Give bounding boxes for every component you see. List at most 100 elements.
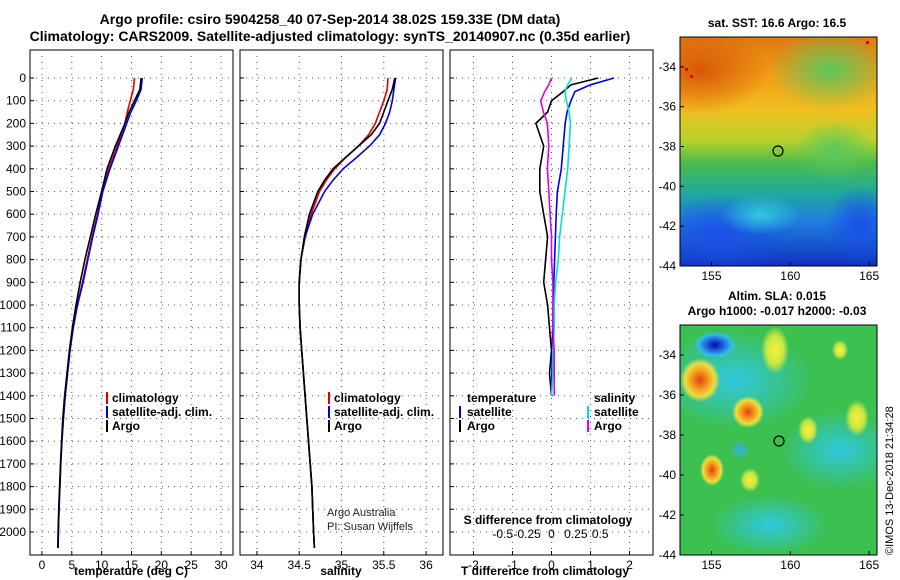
series-line-climatology [57, 77, 136, 548]
map-y-tick-label: -40 [659, 468, 677, 482]
depth-tick-label: 500 [6, 185, 26, 199]
salinity-axis-label: salinity [320, 564, 362, 578]
map-x-tick-label: 165 [859, 269, 879, 283]
depth-tick-label: 700 [6, 230, 26, 244]
x-tick-label: -2 [468, 558, 479, 572]
map-y-tick-label: -34 [659, 60, 677, 74]
depth-tick-label: 1400 [0, 389, 26, 403]
depth-tick-label: 1100 [0, 321, 26, 335]
profile-series [57, 77, 615, 548]
legend-climatology-label: climatology [112, 391, 179, 405]
figure-title-line1: Argo profile: csiro 5904258_40 07-Sep-20… [99, 11, 561, 27]
legend-s-argo-label: Argo [594, 419, 622, 433]
map-x-tick-label: 165 [859, 558, 879, 572]
depth-tick-label: 1000 [0, 298, 26, 312]
legend-satellite-label: satellite-adj. clim. [334, 405, 434, 419]
map-y-tick-label: -34 [659, 348, 677, 362]
depth-tick-label: 300 [6, 139, 26, 153]
map-x-tick-label: 155 [702, 269, 722, 283]
x-tick-label: 35 [335, 558, 349, 572]
map-y-tick-label: -42 [659, 508, 677, 522]
sla-map-title-line1: Altim. SLA: 0.015 [728, 289, 826, 303]
series-line-argo [298, 77, 396, 548]
legend-t-satellite-label: satellite [467, 405, 512, 419]
map-y-tick-label: -44 [659, 259, 677, 273]
salinity-diff-tick-label: -0.5 [492, 527, 513, 541]
map-x-tick-label: 160 [780, 269, 800, 283]
salinity-legend: climatology satellite-adj. clim. Argo Ar… [327, 391, 434, 533]
sst-map-ticks: 155 160 165 -34 -36 -38 -40 -42 -44 [659, 60, 880, 283]
temperature-axis-label: temperature (deg C) [74, 564, 188, 578]
x-tick-label: -1 [507, 558, 518, 572]
depth-tick-label: 1700 [0, 457, 26, 471]
sla-map-title-line2: Argo h1000: -0.017 h2000: -0.03 [688, 304, 867, 318]
x-tick-label: 25 [185, 558, 199, 572]
depth-tick-label: 1200 [0, 343, 26, 357]
series-line-s-satellite [550, 77, 573, 396]
map-y-tick-label: -36 [659, 100, 677, 114]
x-tick-label: 30 [214, 558, 228, 572]
depth-tick-label: 800 [6, 253, 26, 267]
depth-tick-label: 100 [6, 94, 26, 108]
x-tick-label: 36 [419, 558, 433, 572]
salinity-diff-axis-label: S difference from climatology [464, 513, 633, 527]
credit-pi: PI: Susan Wijffels [327, 521, 413, 533]
x-axes: 0 5 10 15 20 25 30 34 34.5 35 35.5 36 -2 -1 0 1 2 -0.5 -0.… [39, 527, 634, 572]
map-y-tick-label: -38 [659, 140, 677, 154]
figure-title-line2: Climatology: CARS2009. Satellite-adjuste… [29, 28, 631, 44]
sst-map: sat. SST: 16.6 Argo: 16.5 155 160 165 -34 -3… [659, 16, 880, 283]
depth-tick-label: 1300 [0, 366, 26, 380]
depth-tick-label: 1800 [0, 480, 26, 494]
map-x-tick-label: 160 [780, 558, 800, 572]
legend-s-satellite-label: satellite [594, 405, 639, 419]
series-line-s-argo [539, 77, 555, 396]
map-y-tick-label: -40 [659, 179, 677, 193]
depth-tick-label: 900 [6, 275, 26, 289]
series-line-satellite-adj-clim- [298, 77, 397, 548]
legend-argo-label: Argo [112, 419, 140, 433]
x-tick-label: 2 [626, 558, 633, 572]
legend-argo-label: Argo [334, 419, 362, 433]
depth-tick-label: 200 [6, 116, 26, 130]
x-tick-label: 0 [39, 558, 46, 572]
x-tick-label: 20 [155, 558, 169, 572]
sla-map-frame [679, 324, 878, 556]
x-tick-label: 34.5 [288, 558, 312, 572]
sst-map-frame [679, 36, 878, 267]
x-tick-label: 35.5 [372, 558, 396, 572]
x-tick-label: 15 [125, 558, 139, 572]
salinity-diff-tick-label: -0.25 [513, 527, 541, 541]
map-y-tick-label: -42 [659, 219, 677, 233]
t-difference-axis-label: T difference from climatology [461, 564, 629, 578]
depth-tick-label: 1500 [0, 412, 26, 426]
temperature-legend: climatology satellite-adj. clim. Argo [106, 391, 212, 433]
legend-satellite-label: satellite-adj. clim. [112, 405, 212, 419]
map-y-tick-label: -44 [659, 548, 677, 562]
depth-tick-label: 600 [6, 207, 26, 221]
x-tick-label: 10 [95, 558, 109, 572]
sla-argo-location-marker [773, 435, 785, 447]
depth-tick-label: 2000 [0, 525, 26, 539]
series-line-argo [57, 77, 142, 548]
map-x-tick-label: 155 [702, 558, 722, 572]
x-tick-label: 1 [587, 558, 594, 572]
grid-layer [30, 50, 653, 555]
depth-tick-label: 0 [19, 71, 26, 85]
x-tick-label: 0 [548, 558, 555, 572]
sst-argo-location-marker [772, 145, 784, 157]
difference-legend: temperature satellite Argo salinity sate… [459, 391, 639, 527]
depth-tick-label: 400 [6, 162, 26, 176]
x-tick-label: 34 [250, 558, 264, 572]
sla-map: Altim. SLA: 0.015 Argo h1000: -0.017 h20… [659, 289, 880, 572]
salinity-diff-tick-label: 0.25 [564, 527, 588, 541]
sla-map-ticks: 155 160 165 -34 -36 -38 -40 -42 -44 [659, 348, 880, 572]
depth-tick-label: 1900 [0, 502, 26, 516]
sst-map-title: sat. SST: 16.6 Argo: 16.5 [708, 16, 847, 30]
x-tick-label: 5 [68, 558, 75, 572]
legend-t-argo-label: Argo [467, 419, 495, 433]
legend-climatology-label: climatology [334, 391, 401, 405]
salinity-diff-tick-label: 0.5 [592, 527, 609, 541]
map-y-tick-label: -38 [659, 428, 677, 442]
map-y-tick-label: -36 [659, 388, 677, 402]
